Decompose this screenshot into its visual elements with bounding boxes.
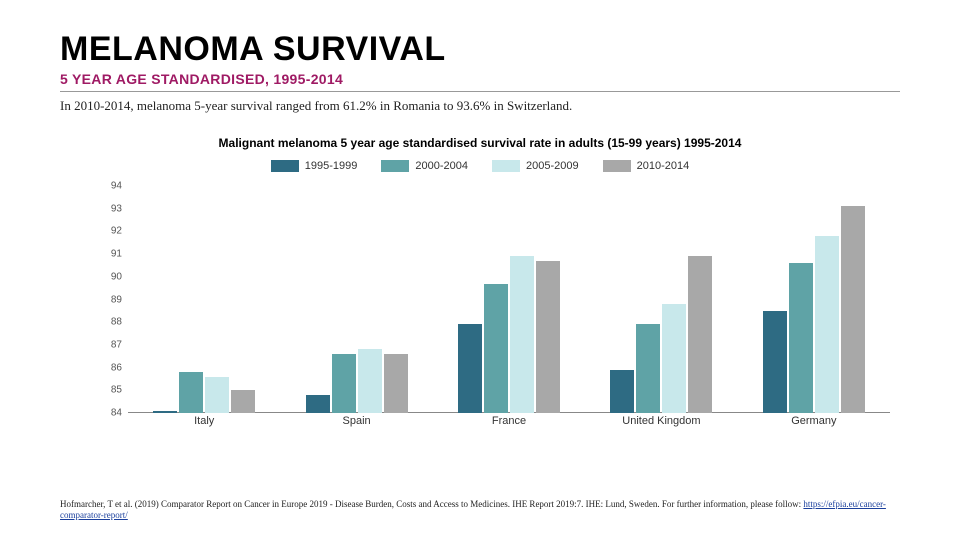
x-tick-label: United Kingdom — [585, 415, 737, 431]
bar-group — [280, 186, 432, 413]
bar — [205, 377, 229, 413]
bar — [763, 311, 787, 413]
bar — [231, 390, 255, 413]
bar — [536, 261, 560, 413]
bar — [510, 256, 534, 413]
x-axis-labels: ItalySpainFranceUnited KingdomGermany — [128, 415, 890, 431]
chart-title: Malignant melanoma 5 year age standardis… — [60, 136, 900, 150]
y-tick-label: 90 — [111, 271, 122, 282]
y-tick-label: 91 — [111, 249, 122, 260]
chart-plot: 8485868788899091929394 ItalySpainFranceU… — [100, 186, 890, 431]
legend-swatch — [603, 160, 631, 172]
legend-item: 2010-2014 — [603, 160, 690, 172]
y-tick-label: 92 — [111, 226, 122, 237]
citation-text: Hofmarcher, T et al. (2019) Comparator R… — [60, 499, 803, 509]
bar — [688, 256, 712, 413]
y-tick-label: 86 — [111, 362, 122, 373]
bar — [306, 395, 330, 413]
y-tick-label: 89 — [111, 294, 122, 305]
chart-legend: 1995-1999 2000-2004 2005-2009 2010-2014 — [60, 160, 900, 172]
bar — [841, 206, 865, 413]
bar — [636, 324, 660, 413]
bar-group — [433, 186, 585, 413]
bar-groups — [128, 186, 890, 413]
x-tick-label: Germany — [738, 415, 890, 431]
y-axis: 8485868788899091929394 — [100, 186, 124, 413]
legend-item: 2005-2009 — [492, 160, 579, 172]
bar-group — [585, 186, 737, 413]
page-title: MELANOMA SURVIVAL — [60, 30, 900, 69]
bar — [179, 372, 203, 413]
title-divider — [60, 91, 900, 92]
bar-group — [738, 186, 890, 413]
page-subtitle: 5 YEAR AGE STANDARDISED, 1995-2014 — [60, 71, 900, 87]
legend-swatch — [381, 160, 409, 172]
bar — [332, 354, 356, 413]
y-tick-label: 94 — [111, 181, 122, 192]
description-text: In 2010-2014, melanoma 5-year survival r… — [60, 98, 900, 114]
bar — [153, 411, 177, 413]
legend-label: 2000-2004 — [415, 160, 468, 172]
bar — [789, 263, 813, 413]
bar — [458, 324, 482, 413]
chart-container: Malignant melanoma 5 year age standardis… — [60, 136, 900, 431]
legend-label: 1995-1999 — [305, 160, 358, 172]
bar — [384, 354, 408, 413]
bar — [815, 236, 839, 413]
y-tick-label: 84 — [111, 408, 122, 419]
bar — [610, 370, 634, 413]
x-tick-label: France — [433, 415, 585, 431]
legend-label: 2010-2014 — [637, 160, 690, 172]
legend-swatch — [271, 160, 299, 172]
citation-footer: Hofmarcher, T et al. (2019) Comparator R… — [60, 499, 900, 522]
bar — [484, 284, 508, 413]
legend-item: 1995-1999 — [271, 160, 358, 172]
x-tick-label: Italy — [128, 415, 280, 431]
bar-group — [128, 186, 280, 413]
x-tick-label: Spain — [280, 415, 432, 431]
legend-swatch — [492, 160, 520, 172]
y-tick-label: 93 — [111, 203, 122, 214]
legend-item: 2000-2004 — [381, 160, 468, 172]
legend-label: 2005-2009 — [526, 160, 579, 172]
y-tick-label: 88 — [111, 317, 122, 328]
bar — [358, 349, 382, 413]
y-tick-label: 87 — [111, 339, 122, 350]
bar — [662, 304, 686, 413]
y-tick-label: 85 — [111, 385, 122, 396]
